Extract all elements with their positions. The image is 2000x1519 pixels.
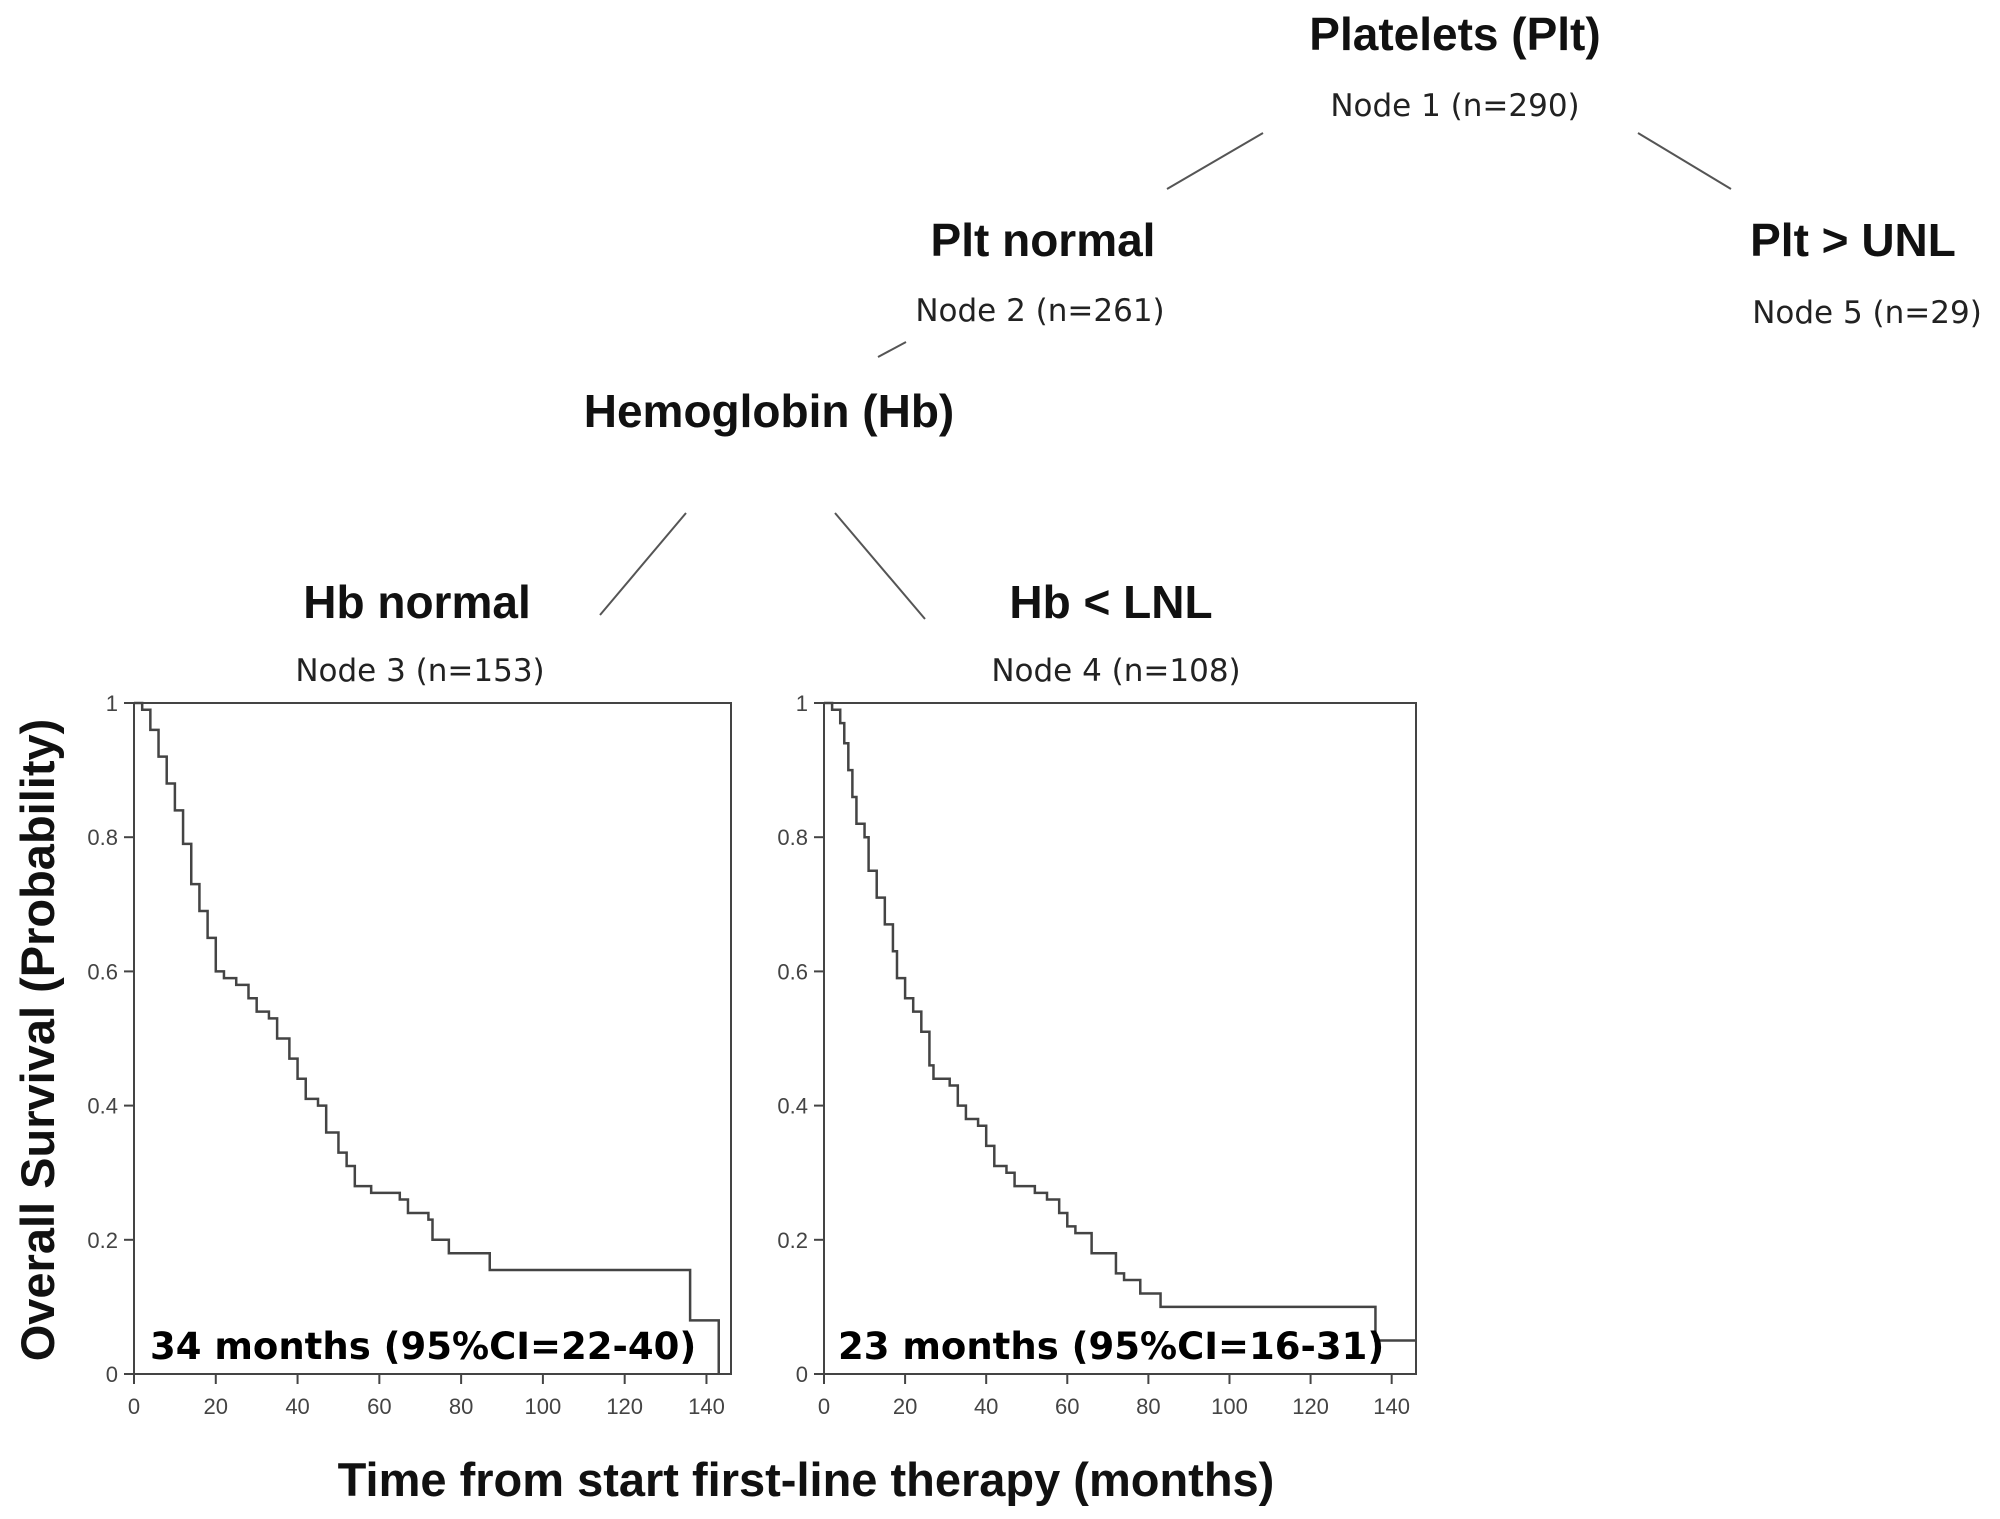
- x-tick-label: 80: [1136, 1394, 1160, 1419]
- node2-title: Plt normal: [931, 214, 1156, 266]
- km-plot-node4: 0 0.2 0.4 0.6 0.8 1 0 20 40 60 80 100 120 140: [777, 691, 1417, 1419]
- y-tick-label: 0.2: [87, 1228, 118, 1253]
- node4-label: Node 4 (n=108): [991, 653, 1240, 689]
- x-tick-label: 40: [974, 1394, 998, 1419]
- y-tick-label: 0: [796, 1362, 808, 1387]
- survival-curve: [824, 701, 1416, 1342]
- edge-node2-split: [877, 341, 907, 358]
- x-tick-label: 120: [606, 1394, 643, 1419]
- y-tick-label: 0.6: [777, 959, 808, 984]
- edge-node1-node5: [1637, 132, 1732, 190]
- x-axis-label: Time from start first-line therapy (mont…: [338, 1453, 1275, 1506]
- x-tick-label: 40: [285, 1394, 309, 1419]
- median-annotation-node4: 23 months (95%CI=16-31): [838, 1325, 1384, 1368]
- x-tick-label: 0: [128, 1394, 140, 1419]
- node2-label: Node 2 (n=261): [915, 293, 1164, 329]
- node3-label: Node 3 (n=153): [295, 653, 544, 689]
- y-axis-label: Overall Survival (Probability): [11, 719, 64, 1362]
- y-tick-label: 0.6: [87, 959, 118, 984]
- y-tick-label: 0.4: [777, 1094, 808, 1119]
- survival-curve: [134, 701, 720, 1374]
- x-tick-label: 60: [367, 1394, 391, 1419]
- x-tick-label: 100: [1211, 1394, 1248, 1419]
- node2-split-title: Hemoglobin (Hb): [584, 385, 955, 437]
- node3-title: Hb normal: [303, 576, 530, 628]
- node5-label: Node 5 (n=29): [1752, 295, 1982, 331]
- x-tick-label: 80: [449, 1394, 473, 1419]
- edge-node1-node2: [1166, 132, 1264, 190]
- x-tick-label: 60: [1055, 1394, 1079, 1419]
- km-plot-node3: 0 0.2 0.4 0.6 0.8 1 0 20 40 60 80 100 120 140: [87, 691, 732, 1419]
- y-tick-label: 0.2: [777, 1228, 808, 1253]
- node1-title: Platelets (Plt): [1309, 8, 1600, 60]
- x-tick-label: 0: [818, 1394, 830, 1419]
- x-tick-label: 20: [893, 1394, 917, 1419]
- y-tick-label: 0.8: [777, 825, 808, 850]
- y-tick-label: 0.4: [87, 1094, 118, 1119]
- node5-title: Plt > UNL: [1750, 214, 1956, 266]
- plot-frame: [133, 702, 732, 1375]
- edge-split-node3: [599, 512, 687, 616]
- node4-title: Hb < LNL: [1009, 576, 1212, 628]
- y-tick-label: 1: [796, 691, 808, 716]
- x-tick-label: 100: [525, 1394, 562, 1419]
- y-tick-label: 1: [106, 691, 118, 716]
- median-annotation-node3: 34 months (95%CI=22-40): [150, 1325, 696, 1368]
- y-tick-label: 0: [106, 1362, 118, 1387]
- edge-split-node4: [834, 512, 926, 620]
- y-tick-label: 0.8: [87, 825, 118, 850]
- x-tick-label: 120: [1292, 1394, 1329, 1419]
- plot-frame: [823, 702, 1417, 1375]
- x-tick-label: 20: [204, 1394, 228, 1419]
- x-tick-label: 140: [688, 1394, 725, 1419]
- node1-label: Node 1 (n=290): [1330, 88, 1579, 124]
- x-tick-label: 140: [1373, 1394, 1410, 1419]
